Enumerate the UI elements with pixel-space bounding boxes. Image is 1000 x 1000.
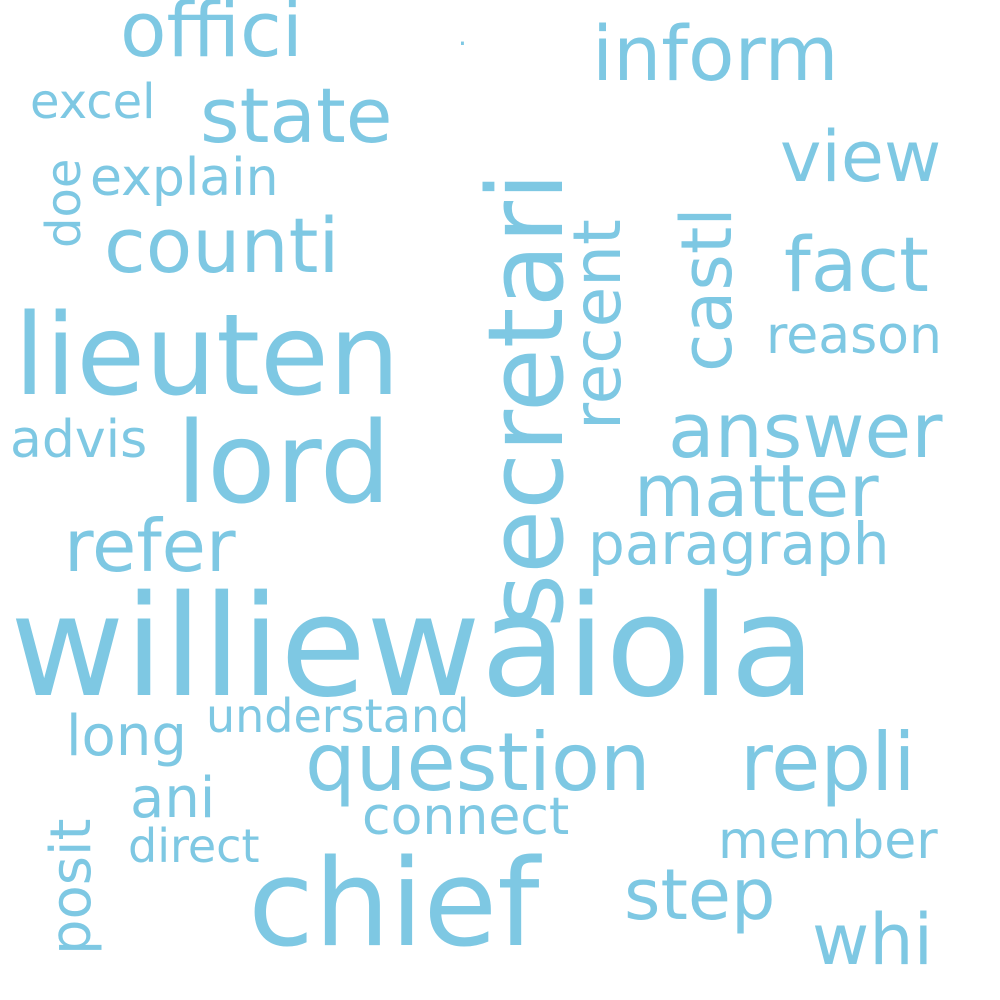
word-castl: castl <box>666 207 748 372</box>
word-question: question <box>305 716 651 809</box>
word-paragraph: paragraph <box>588 510 890 578</box>
word-posit: posit <box>39 818 104 956</box>
word-direct: direct <box>128 819 260 873</box>
word-lieuten: lieuten <box>14 291 400 421</box>
word-offici: offici <box>120 0 303 74</box>
word-dot: · <box>458 27 467 60</box>
word-state: state <box>200 71 393 160</box>
word-fact: fact <box>784 220 929 309</box>
word-repli: repli <box>740 716 916 809</box>
word-explain: explain <box>90 148 279 208</box>
word-williewaiola: williewaiola <box>10 566 816 729</box>
word-view: view <box>780 116 942 198</box>
word-whi: whi <box>812 899 934 981</box>
word-excel: excel <box>30 74 156 130</box>
word-understand: understand <box>206 689 470 743</box>
word-refer: refer <box>64 504 236 588</box>
word-lord: lord <box>176 399 391 529</box>
word-recent: recent <box>559 219 636 430</box>
word-doe: doe <box>36 158 92 248</box>
word-long: long <box>66 704 187 769</box>
word-chief: chief <box>248 835 540 974</box>
word-advis: advis <box>10 410 148 470</box>
word-matter: matter <box>634 449 879 533</box>
word-step: step <box>624 854 776 936</box>
word-connect: connect <box>362 787 570 847</box>
word-ani: ani <box>130 766 216 831</box>
word-inform: inform <box>592 9 839 98</box>
word-answer: answer <box>668 386 943 475</box>
word-counti: counti <box>104 201 340 290</box>
word-member: member <box>718 811 938 871</box>
word-reason: reason <box>766 306 942 366</box>
